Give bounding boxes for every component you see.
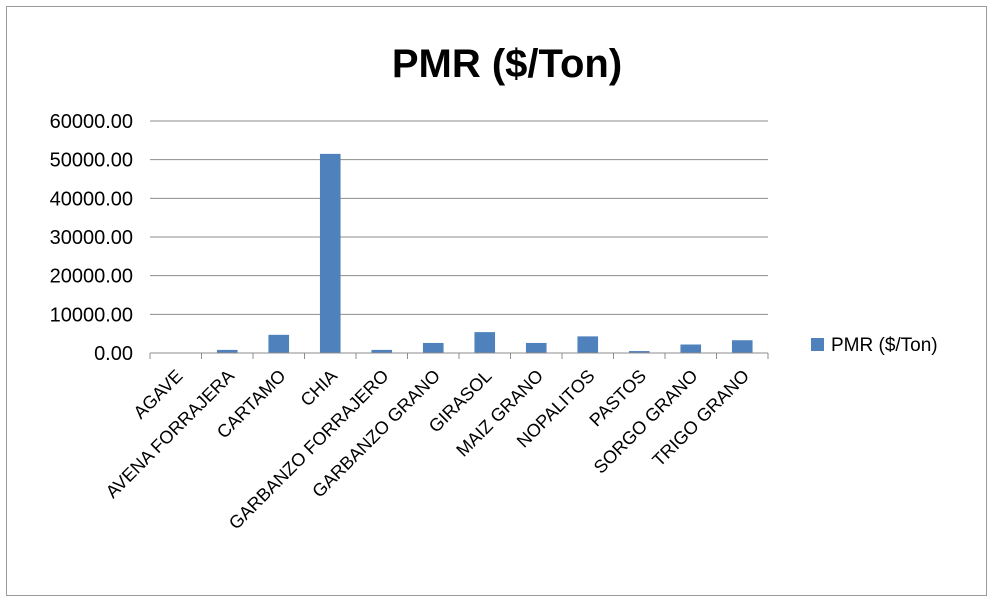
bars — [216, 153, 753, 353]
bar-cartamo — [268, 334, 290, 353]
y-tick-label: 30000.00 — [50, 227, 133, 249]
bar-chia — [319, 153, 341, 353]
x-tick-label: CHIA — [297, 366, 342, 411]
chart-frame — [6, 6, 987, 596]
bar-garbanzo-grano — [422, 342, 444, 353]
y-tick-label: 60000.00 — [50, 111, 133, 133]
x-tick-label: TRIGO GRANO — [648, 366, 753, 471]
legend-label: PMR ($/Ton) — [831, 335, 938, 356]
bar-nopalitos — [577, 336, 599, 353]
bar-girasol — [474, 332, 496, 353]
legend-swatch — [811, 338, 824, 351]
chart-title: PMR ($/Ton) — [392, 42, 622, 86]
y-tick-label: 10000.00 — [50, 304, 133, 326]
legend: PMR ($/Ton) — [811, 335, 938, 356]
y-tick-label: 50000.00 — [50, 150, 133, 172]
bar-avena-forrajera — [216, 349, 238, 353]
bar-trigo-grano — [731, 340, 753, 353]
y-axis-ticks: 0.00 10000.00 20000.00 30000.00 40000.00 5000… — [50, 111, 133, 365]
bar-sorgo-grano — [680, 344, 702, 353]
bar-pastos — [628, 351, 650, 353]
bar-garbanzo-forrajero — [371, 349, 393, 353]
bar-maiz-grano — [525, 342, 547, 353]
gridlines — [150, 120, 768, 315]
y-tick-label: 40000.00 — [50, 188, 133, 210]
y-tick-label: 20000.00 — [50, 266, 133, 288]
y-tick-label: 0.00 — [94, 343, 133, 365]
